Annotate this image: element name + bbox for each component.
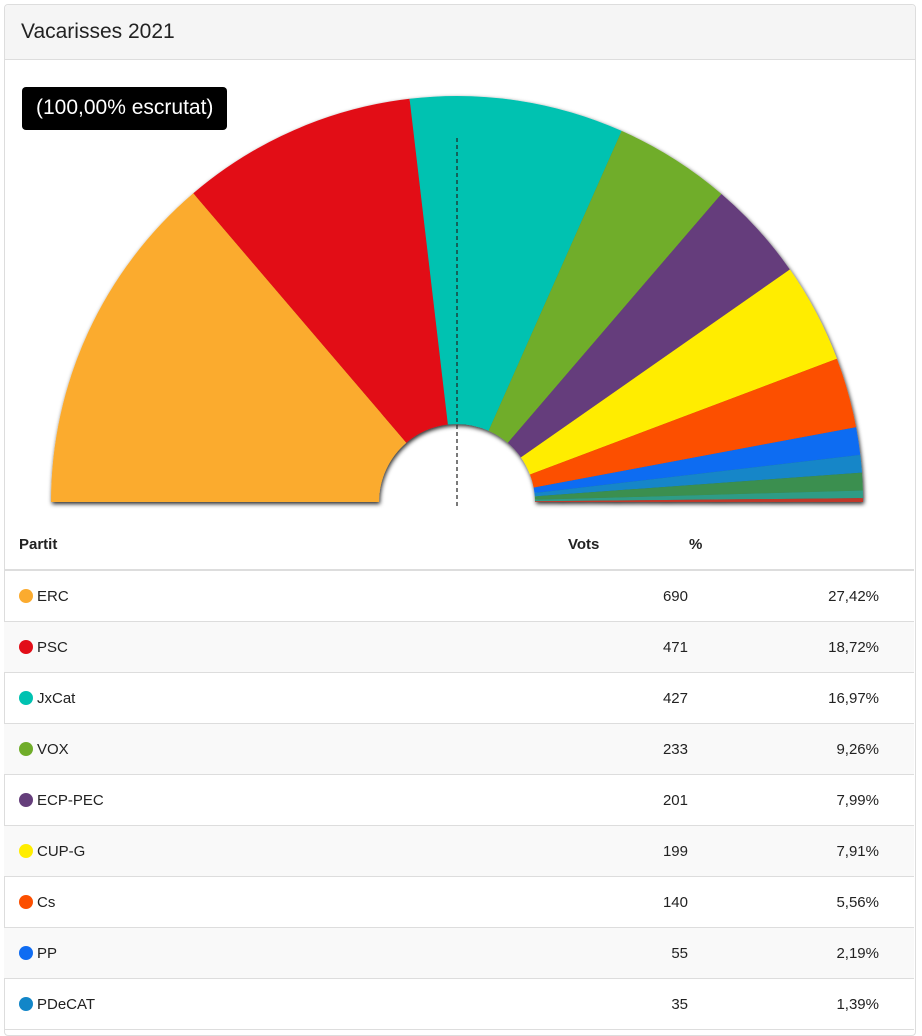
vote-count: 690 — [567, 570, 688, 622]
table-row: PSC 471 18,72% — [4, 621, 914, 673]
party-color-dot — [19, 843, 33, 858]
chart-slice-erc — [51, 193, 407, 502]
vote-count: 140 — [567, 876, 688, 928]
chart-slice-ecp-pec — [507, 193, 790, 458]
chart-slice-cup-g — [520, 269, 837, 475]
vote-count: 233 — [567, 723, 688, 775]
vote-percent: 16,97% — [688, 672, 914, 724]
party-color-dot — [19, 996, 33, 1011]
chart-slice-other-11 — [534, 498, 863, 502]
party-color-dot — [19, 741, 33, 756]
vote-percent: 7,99% — [688, 774, 914, 826]
column-header-pct: % — [688, 520, 914, 571]
vote-count: 201 — [567, 774, 688, 826]
card-title: Vacarisses 2021 — [21, 20, 175, 43]
vote-count: 471 — [567, 621, 688, 673]
party-color-dot — [19, 945, 33, 960]
party-name: VOX — [37, 740, 69, 758]
party-name: PDeCAT — [37, 995, 96, 1013]
vote-percent: 27,42% — [688, 570, 914, 622]
table-header-row: Partit Vots % — [4, 520, 914, 571]
vote-percent: 7,91% — [688, 825, 914, 877]
party-color-dot — [19, 639, 33, 654]
chart-slice-cs — [529, 358, 857, 488]
vote-percent: 2,19% — [688, 927, 914, 979]
party-name: ERC — [37, 587, 69, 605]
vote-count: 55 — [567, 927, 688, 979]
vote-count: 199 — [567, 825, 688, 877]
chart-slice-psc — [193, 98, 448, 443]
party-name: Cs — [37, 893, 56, 911]
chart-slice-pdecat — [534, 454, 862, 497]
party-name: ECP-PEC — [37, 791, 104, 809]
vote-percent: 1,39% — [688, 978, 914, 1030]
party-color-dot — [19, 792, 33, 807]
scrutiny-badge: (100,00% escrutat) — [22, 87, 228, 130]
party-name: CUP-G — [37, 842, 86, 860]
party-name: PP — [37, 944, 58, 962]
column-header-party: Partit — [4, 520, 567, 571]
chart-area: (100,00% escrutat) — [5, 60, 915, 520]
table-row: JxCat 427 16,97% — [4, 672, 914, 724]
table-row: CUP-G 199 7,91% — [4, 825, 914, 877]
party-name: PSC — [37, 638, 68, 656]
table-row: PDeCAT 35 1,39% — [4, 978, 914, 1030]
vote-percent: 18,72% — [688, 621, 914, 673]
chart-slice-other-10 — [534, 490, 863, 502]
chart-slice-other-9 — [534, 472, 863, 500]
chart-slice-pp — [533, 427, 861, 493]
table-row: PP 55 2,19% — [4, 927, 914, 979]
party-color-dot — [19, 588, 33, 603]
table-row: ERC 690 27,42% — [4, 570, 914, 622]
party-name: JxCat — [37, 689, 76, 707]
vote-percent: 5,56% — [688, 876, 914, 928]
party-color-dot — [19, 894, 33, 909]
hemicycle-chart — [51, 96, 863, 508]
results-table: Partit Vots % ERC 690 27,42% PSC 471 18,… — [4, 520, 914, 1030]
card-header: Vacarisses 2021 — [5, 5, 915, 60]
table-row: ECP-PEC 201 7,99% — [4, 774, 914, 826]
party-color-dot — [19, 690, 33, 705]
chart-slice-vox — [488, 130, 722, 443]
vote-count: 427 — [567, 672, 688, 724]
chart-slice-jxcat — [409, 96, 622, 431]
vote-percent: 9,26% — [688, 723, 914, 775]
table-row: Cs 140 5,56% — [4, 876, 914, 928]
table-row: VOX 233 9,26% — [4, 723, 914, 775]
vote-count: 35 — [567, 978, 688, 1030]
column-header-votes: Vots — [567, 520, 688, 571]
